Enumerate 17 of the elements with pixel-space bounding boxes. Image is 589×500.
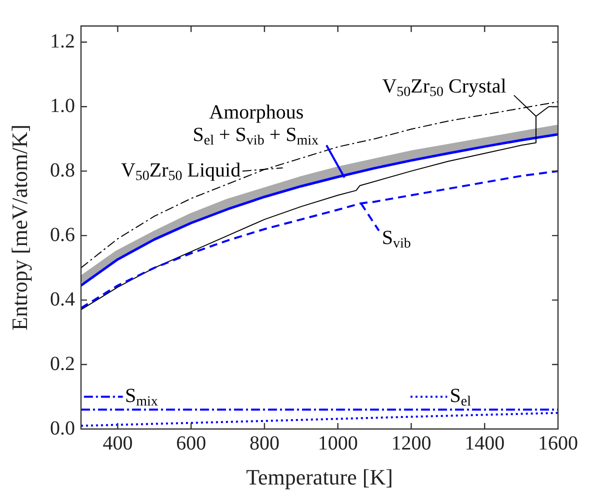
y-tick-label: 0.0 [50,417,75,440]
x-tick-label: 1600 [538,432,578,454]
x-tick-label: 1200 [391,432,432,454]
y-tick-label: 1.2 [50,30,75,52]
y-tick-label: 0.2 [50,352,75,375]
x-tick-label: 600 [176,432,206,454]
x-tick-label: 1400 [464,432,505,454]
y-tick-label: 0.8 [50,159,75,182]
y-tick-label: 0.6 [50,224,75,246]
x-tick-label: 1000 [318,432,358,454]
x-tick-label: 800 [249,432,280,454]
x-axis-title: Temperature [K] [246,464,393,490]
annotation: Amorphous [209,101,304,124]
y-tick-label: 1.0 [50,94,75,117]
y-axis-title: Entropy [meV/atom/K] [6,124,32,330]
x-tick-label: 400 [102,432,133,454]
y-tick-label: 0.4 [50,288,75,310]
